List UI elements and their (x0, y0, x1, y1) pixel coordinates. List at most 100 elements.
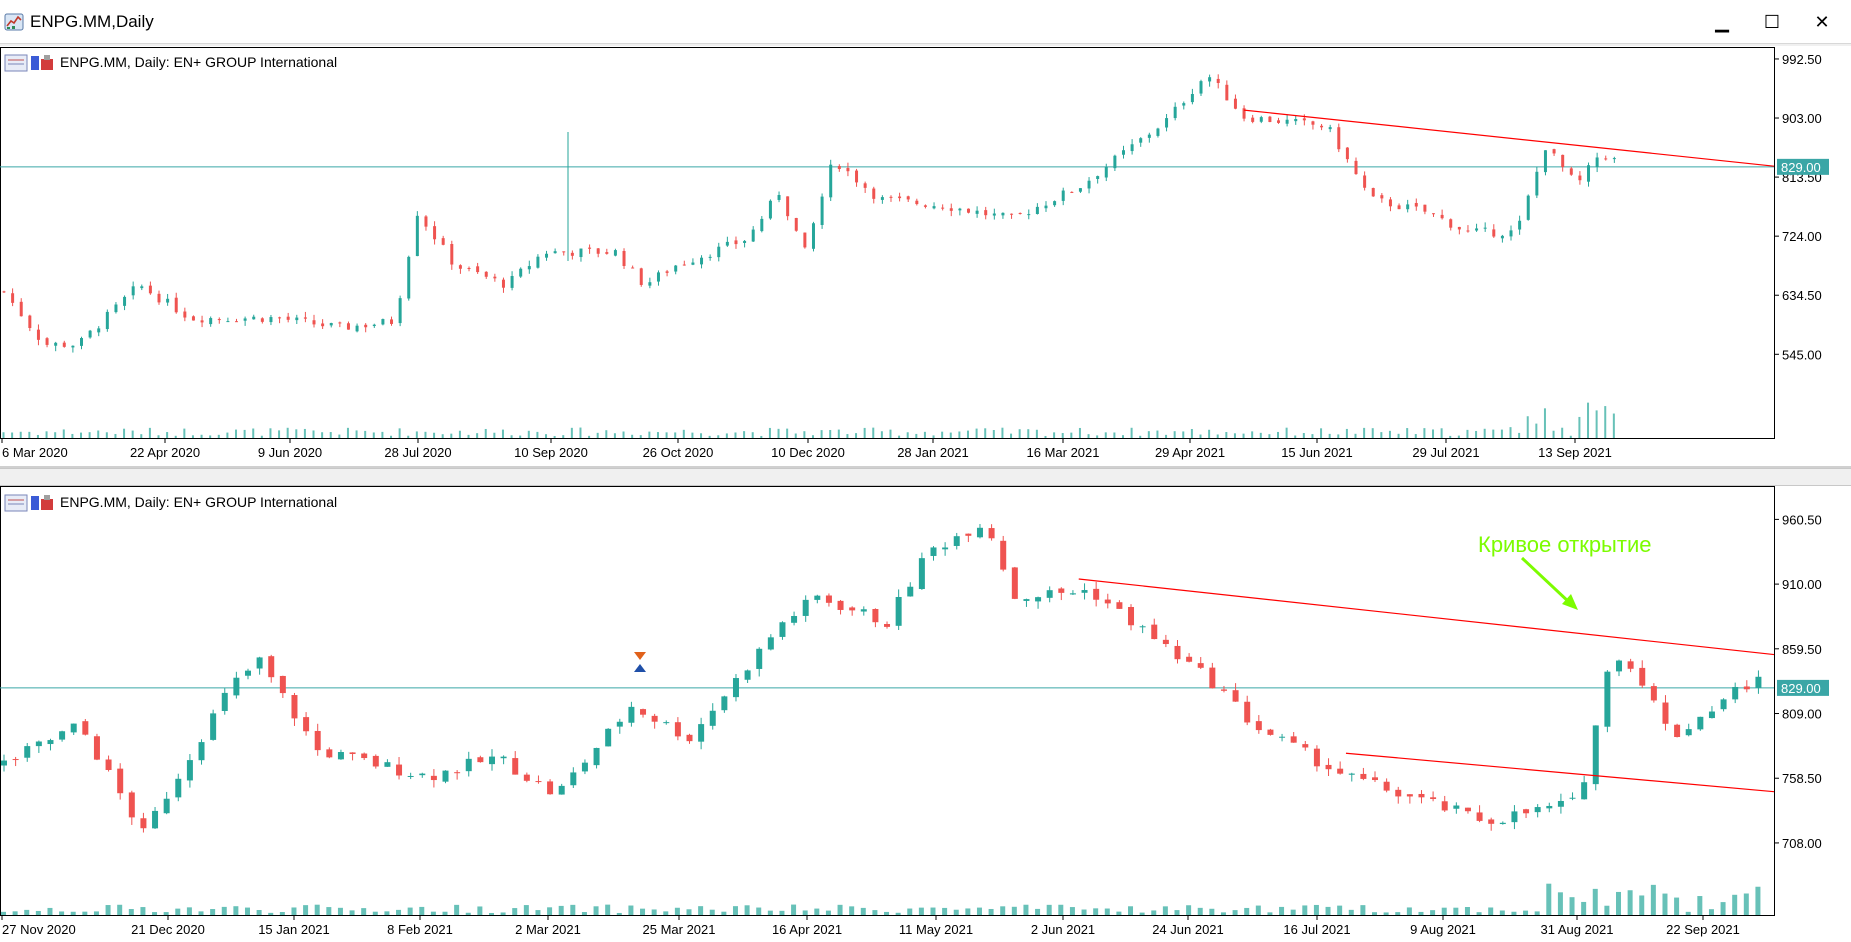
volume-bar (191, 435, 194, 438)
candle-body (430, 775, 437, 781)
volume-bar (895, 912, 901, 915)
volume-bar (820, 430, 823, 438)
candle-body (1414, 202, 1418, 207)
minimize-button[interactable]: ▁ (1715, 11, 1729, 32)
candle-body (278, 317, 282, 319)
candle-body (1225, 84, 1229, 101)
price-label: 859.50 (1782, 642, 1822, 657)
candle-body (519, 268, 523, 277)
volume-bar (1302, 433, 1305, 438)
candle-body (663, 722, 670, 724)
volume-bar (11, 432, 14, 438)
candle-body (988, 528, 995, 539)
panel-splitter[interactable] (0, 468, 1851, 486)
volume-bar (1708, 909, 1714, 915)
volume-bar (872, 427, 875, 438)
candle-body (1440, 214, 1444, 219)
candle-body (1639, 667, 1646, 686)
candle-body (895, 596, 902, 626)
volume-bar (1457, 435, 1460, 438)
volume-bar (1162, 906, 1168, 915)
volume-bar (1011, 906, 1017, 915)
volume-bar (128, 909, 134, 915)
candle-body (535, 781, 542, 783)
candle-body (802, 599, 809, 616)
volume-bar (1104, 432, 1107, 438)
candle-body (381, 319, 385, 325)
volume-bar (93, 911, 99, 915)
volume-bar (415, 431, 418, 438)
candle-body (1732, 686, 1739, 700)
candle-body (622, 250, 626, 266)
candle-body (932, 206, 936, 209)
candle-body (467, 267, 471, 269)
candle-body (1096, 176, 1100, 179)
candle-body (777, 195, 781, 200)
volume-bar (338, 434, 341, 438)
candle-body (631, 267, 635, 269)
volume-bar (992, 430, 995, 438)
chart-panel-bottom[interactable]: 960.50 910.00 859.50 809.00 758.50 708.00 829.… (0, 486, 1851, 942)
volume-bar (674, 432, 677, 438)
volume-bar (570, 427, 573, 438)
price-chart-top[interactable]: 992.50903.00813.50724.00634.50545.00829.… (0, 46, 1851, 466)
volume-bar (698, 906, 704, 915)
volume-bar (303, 905, 309, 915)
current-price-box (1777, 679, 1829, 696)
close-button[interactable]: ✕ (1814, 11, 1830, 32)
candle-body (295, 317, 299, 321)
volume-bar (588, 435, 591, 438)
volume-bar (364, 430, 367, 438)
volume-bar (639, 435, 642, 438)
chart-panel-top[interactable]: 992.50 903.00 813.50 724.00 634.50 545.00 829.… (0, 46, 1851, 468)
volume-bar (744, 905, 750, 915)
volume-bar (1255, 905, 1261, 915)
volume-bar (949, 432, 952, 438)
volume-bar (779, 910, 785, 915)
candle-body (523, 774, 530, 781)
volume-bar (1388, 430, 1391, 438)
candle-body (235, 321, 239, 323)
candle-body (976, 527, 983, 538)
volume-bar (200, 434, 203, 438)
volume-bar (47, 907, 53, 915)
candle-body (209, 318, 213, 325)
price-chart-bottom[interactable]: 960.50 910.00 859.50 809.00 758.50 708.00 829.… (0, 486, 1851, 942)
date-label: 6 Mar 2020 (2, 445, 68, 460)
volume-bar (1732, 894, 1738, 915)
candle-body (1395, 789, 1402, 797)
candle-body (1466, 230, 1470, 232)
candle-body (500, 756, 507, 759)
candle-body (361, 753, 368, 759)
candle-body (1001, 212, 1005, 216)
volume-bar (803, 431, 806, 438)
candle-body (93, 736, 100, 760)
volume-bar (36, 434, 39, 438)
volume-bar (918, 907, 924, 915)
candle-body (45, 338, 49, 345)
candle-body (791, 616, 798, 623)
volume-bar (786, 428, 789, 438)
candle-body (329, 323, 333, 326)
volume-bar (1650, 884, 1656, 915)
chart-tools-icon[interactable] (4, 53, 56, 73)
candle-body (1197, 663, 1204, 668)
date-label: 9 Jun 2020 (258, 445, 322, 460)
date-label: 22 Apr 2020 (130, 445, 200, 460)
candle-body (941, 207, 945, 209)
price-label: 758.50 (1782, 771, 1822, 786)
volume-bar (942, 907, 948, 915)
volume-bar (965, 908, 971, 915)
candle-body (1371, 188, 1375, 197)
maximize-button[interactable]: ☐ (1763, 11, 1781, 32)
volume-bar (872, 910, 878, 915)
volume-bar (829, 430, 832, 438)
candle-body (779, 622, 786, 637)
candle-body (1233, 98, 1237, 109)
chart-tools-icon[interactable] (4, 493, 56, 513)
candle-body (855, 170, 859, 183)
candle-body (1070, 191, 1074, 193)
candle-body (849, 607, 856, 611)
candle-body (105, 311, 109, 330)
candle-body (477, 757, 484, 763)
